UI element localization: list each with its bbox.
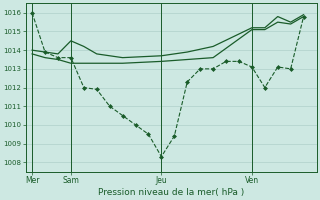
X-axis label: Pression niveau de la mer( hPa ): Pression niveau de la mer( hPa ) [98,188,244,197]
